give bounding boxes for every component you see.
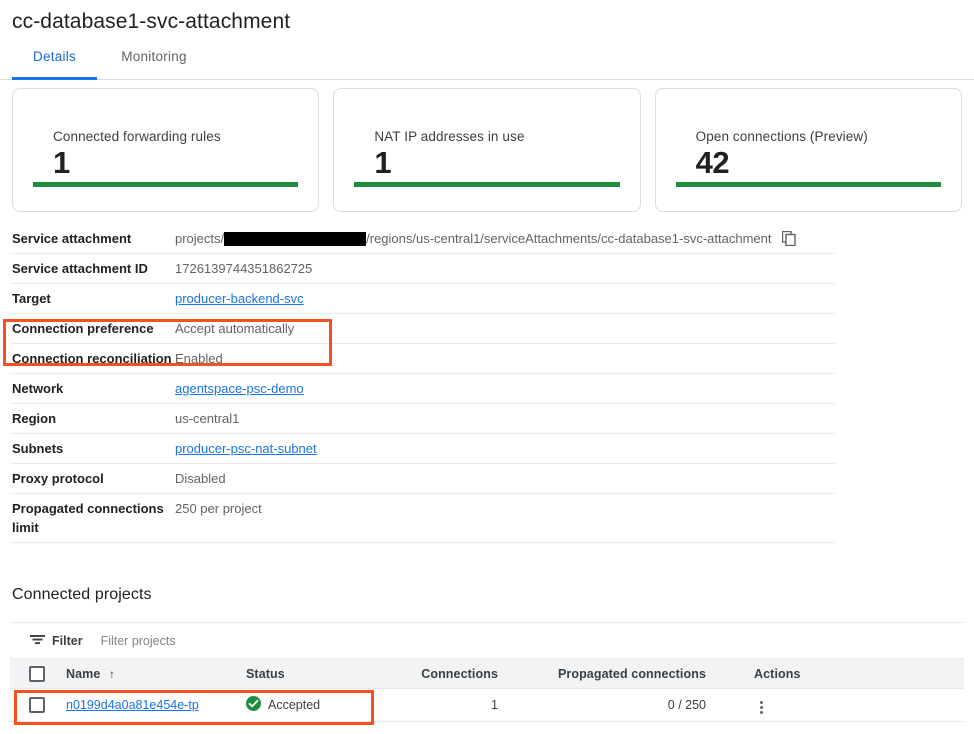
table-header-name[interactable]: Name ↑ <box>58 658 238 689</box>
table-header-select-all <box>10 658 58 689</box>
status-badge: Accepted <box>246 696 375 714</box>
detail-value: 1726139744351862725 <box>175 261 313 276</box>
detail-row-region: Region us-central1 <box>10 404 835 434</box>
detail-value: agentspace-psc-demo <box>175 379 835 398</box>
detail-row-proxy-protocol: Proxy protocol Disabled <box>10 464 835 494</box>
detail-key: Subnets <box>12 441 64 456</box>
table-header-propagated-connections[interactable]: Propagated connections <box>528 658 728 689</box>
detail-value: 250 per project <box>175 501 262 516</box>
metric-card-value: 1 <box>374 145 392 180</box>
kebab-dot <box>760 711 763 714</box>
check-circle-icon <box>246 696 261 714</box>
table-header-row: Name ↑ Status Connections Propagated con… <box>10 658 964 689</box>
detail-row-connection-preference: Connection preference Accept automatical… <box>10 314 835 344</box>
detail-value: us-central1 <box>175 411 240 426</box>
connected-projects-title: Connected projects <box>12 586 152 603</box>
table-toolbar: Filter Filter projects <box>10 622 964 658</box>
sort-ascending-icon: ↑ <box>109 666 116 681</box>
detail-key: Target <box>12 291 51 306</box>
tab-bar: Details Monitoring <box>0 48 974 80</box>
metric-card-label: Connected forwarding rules <box>53 129 221 144</box>
path-prefix: projects/ <box>175 231 225 246</box>
row-actions-cell <box>728 688 964 722</box>
detail-key: Proxy protocol <box>12 471 104 486</box>
filter-label: Filter <box>52 633 83 648</box>
detail-value: Accept automatically <box>175 321 295 336</box>
detail-row-network: Network agentspace-psc-demo <box>10 374 835 404</box>
metric-card-nat-ip-addresses-in-use: NAT IP addresses in use 1 <box>333 88 641 212</box>
tab-details[interactable]: Details <box>12 48 97 80</box>
subnets-link[interactable]: producer-psc-nat-subnet <box>175 441 317 456</box>
detail-value: producer-psc-nat-subnet <box>175 439 835 458</box>
detail-key: Connection preference <box>12 321 154 336</box>
redacted-project-id <box>224 231 367 246</box>
metric-card-bar <box>33 182 299 187</box>
copy-icon[interactable] <box>781 231 796 246</box>
row-connections-cell: 1 <box>383 688 528 722</box>
table-header-connections[interactable]: Connections <box>383 658 528 689</box>
column-label-name: Name <box>66 666 101 681</box>
table-header-actions: Actions <box>728 658 964 689</box>
filter-button[interactable]: Filter <box>30 633 83 649</box>
row-name-cell: n0199d4a0a81e454e-tp <box>58 688 238 722</box>
detail-key: Service attachment ID <box>12 261 148 276</box>
detail-key: Service attachment <box>12 231 132 246</box>
target-link[interactable]: producer-backend-svc <box>175 291 304 306</box>
detail-key: Propagated connections limit <box>12 501 164 535</box>
metric-card-label: Open connections (Preview) <box>695 129 868 144</box>
detail-row-subnets: Subnets producer-psc-nat-subnet <box>10 434 835 464</box>
detail-key: Connection reconciliation <box>12 351 172 366</box>
table-row: n0199d4a0a81e454e-tp Accepted 1 0 <box>10 688 964 722</box>
more-vert-icon[interactable] <box>754 698 769 717</box>
tab-monitoring[interactable]: Monitoring <box>104 48 204 80</box>
page-title: cc-database1-svc-attachment <box>12 10 291 33</box>
connected-projects-table: Name ↑ Status Connections Propagated con… <box>10 658 964 722</box>
metric-card-bar <box>675 182 941 187</box>
network-link[interactable]: agentspace-psc-demo <box>175 381 304 396</box>
metric-card-connected-forwarding-rules: Connected forwarding rules 1 <box>12 88 320 212</box>
kebab-dot <box>760 706 763 709</box>
row-select-cell <box>10 688 58 722</box>
filter-icon <box>30 633 45 649</box>
row-propagated-connections-cell: 0 / 250 <box>528 688 728 722</box>
detail-row-propagated-connections-limit: Propagated connections limit 250 per pro… <box>10 494 835 543</box>
row-checkbox[interactable] <box>29 697 45 713</box>
row-status-cell: Accepted <box>238 688 383 722</box>
detail-row-target: Target producer-backend-svc <box>10 284 835 314</box>
metric-card-label: NAT IP addresses in use <box>374 129 525 144</box>
detail-value: projects/ /regions/us-central1/serviceAt… <box>175 229 835 248</box>
metric-card-bar <box>354 182 620 187</box>
detail-row-service-attachment-id: Service attachment ID 172613974435186272… <box>10 254 835 284</box>
metric-card-value: 42 <box>695 145 730 180</box>
detail-row-service-attachment: Service attachment projects/ /regions/us… <box>10 224 835 254</box>
detail-key: Network <box>12 381 64 396</box>
select-all-checkbox[interactable] <box>29 665 45 682</box>
path-suffix: /regions/us-central1/serviceAttachments/… <box>366 231 772 246</box>
detail-value: Enabled <box>175 351 223 366</box>
detail-value: Disabled <box>175 471 226 486</box>
project-name-link[interactable]: n0199d4a0a81e454e-tp <box>66 698 199 712</box>
detail-value: producer-backend-svc <box>175 289 835 308</box>
detail-row-connection-reconciliation: Connection reconciliation Enabled <box>10 344 835 374</box>
metric-card-open-connections: Open connections (Preview) 42 <box>654 88 962 212</box>
detail-key: Region <box>12 411 57 426</box>
connected-projects-table-wrap: Filter Filter projects Name ↑ Status Con… <box>10 622 964 722</box>
metric-card-value: 1 <box>53 145 70 180</box>
service-attachment-path: projects/ /regions/us-central1/serviceAt… <box>175 229 796 248</box>
status-label: Accepted <box>268 698 321 712</box>
kebab-dot <box>760 701 763 704</box>
metric-cards: Connected forwarding rules 1 NAT IP addr… <box>12 88 962 212</box>
table-header-status[interactable]: Status <box>238 658 383 689</box>
filter-input[interactable]: Filter projects <box>100 633 176 648</box>
details-list: Service attachment projects/ /regions/us… <box>10 224 835 543</box>
